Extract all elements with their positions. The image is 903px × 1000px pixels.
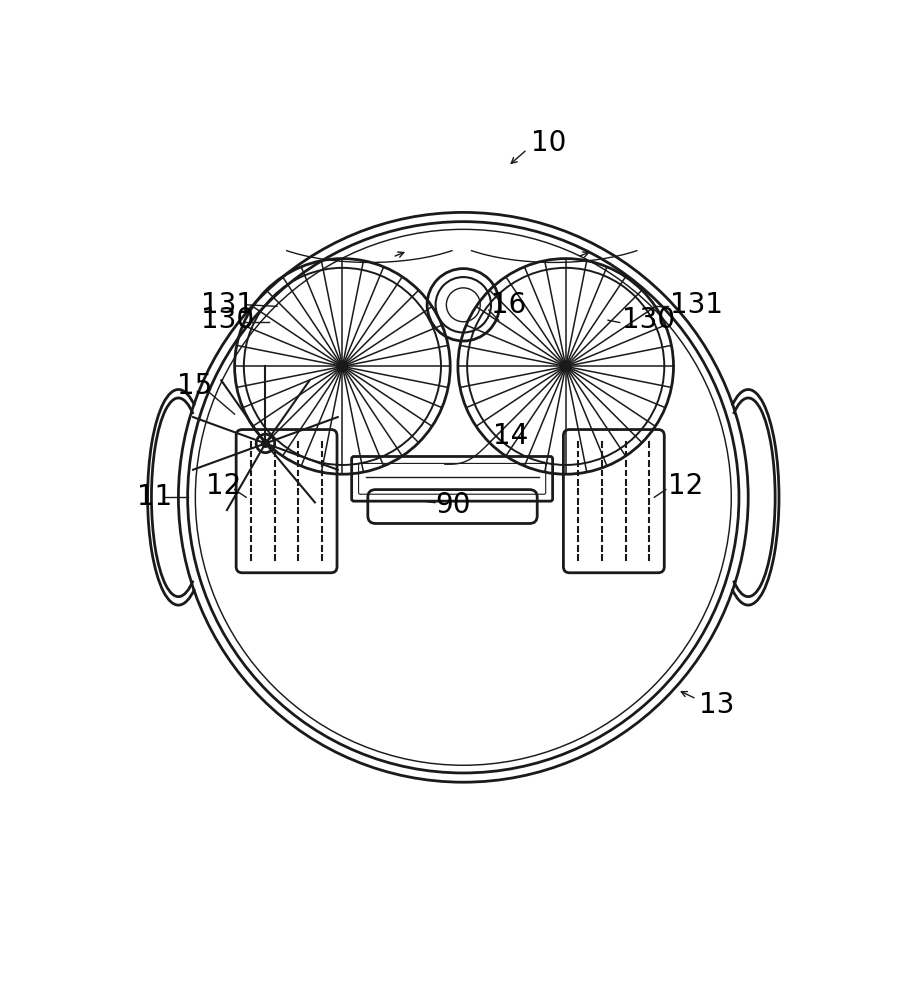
- Text: 11: 11: [136, 483, 172, 511]
- Circle shape: [261, 440, 269, 447]
- Text: 131: 131: [201, 291, 255, 319]
- Text: 10: 10: [530, 129, 566, 157]
- Text: 130: 130: [201, 306, 255, 334]
- Text: 15: 15: [177, 372, 212, 400]
- Text: 14: 14: [492, 422, 527, 450]
- Text: 130: 130: [621, 306, 675, 334]
- Text: 13: 13: [698, 691, 733, 719]
- Circle shape: [337, 361, 348, 372]
- Text: 12: 12: [206, 472, 241, 500]
- Text: 16: 16: [490, 291, 526, 319]
- Text: 12: 12: [667, 472, 703, 500]
- Text: 131: 131: [669, 291, 721, 319]
- Circle shape: [560, 361, 571, 372]
- Text: 90: 90: [434, 491, 470, 519]
